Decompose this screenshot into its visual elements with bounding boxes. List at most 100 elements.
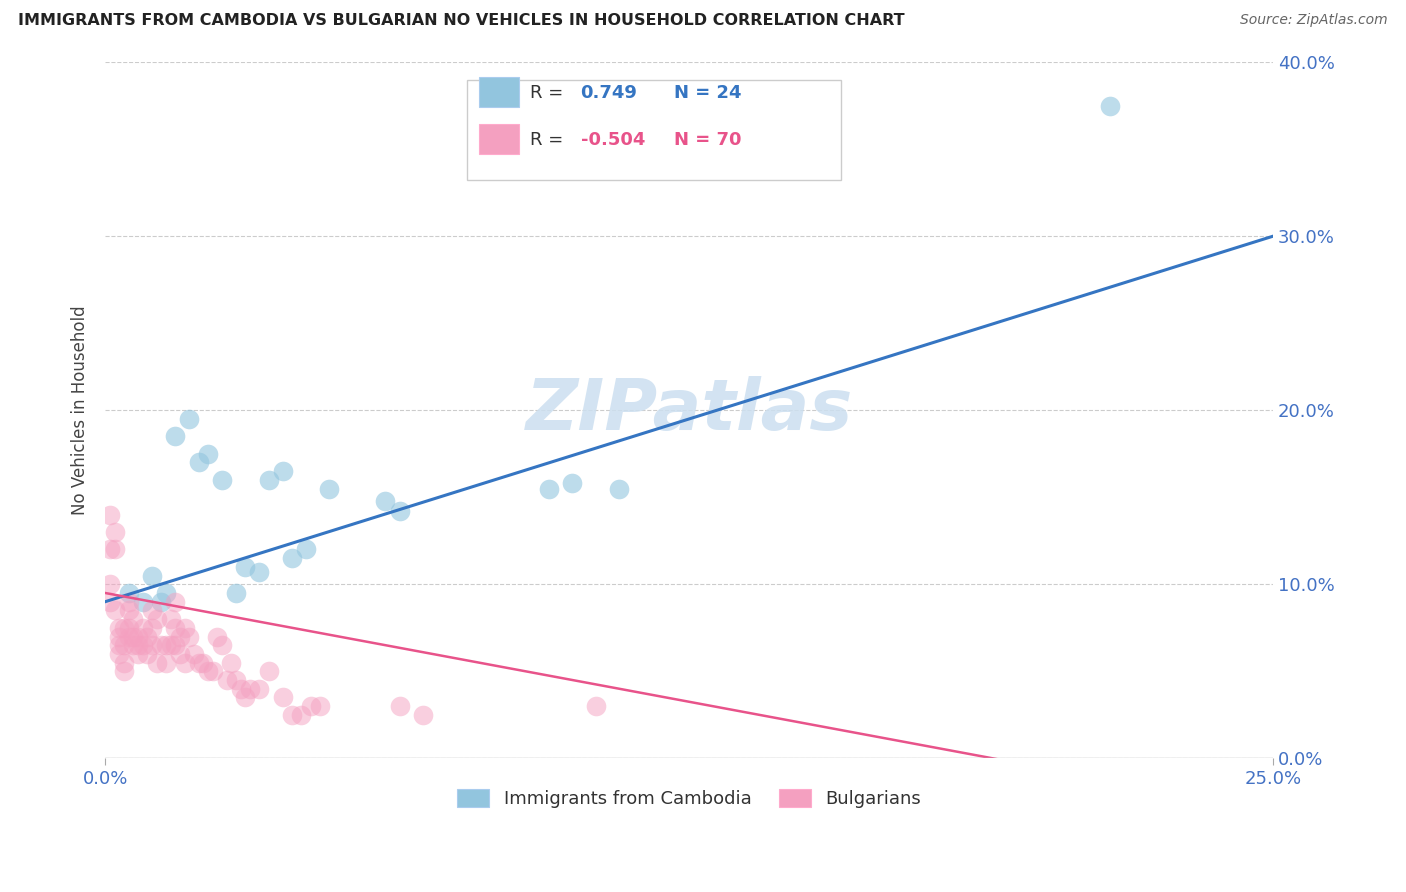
Point [165, 595, 187, 609]
Point [136, 630, 159, 644]
Point [201, 665, 224, 679]
Point [131, 638, 153, 652]
Point [215, 673, 238, 687]
Point [136, 647, 159, 661]
Point [108, 621, 131, 635]
Point [187, 656, 209, 670]
Point [235, 560, 257, 574]
Text: R =: R = [530, 85, 569, 103]
Point [247, 681, 270, 696]
Point [193, 656, 215, 670]
Point [229, 681, 252, 696]
Point [131, 595, 153, 609]
Legend: Immigrants from Cambodia, Bulgarians: Immigrants from Cambodia, Bulgarians [450, 781, 928, 815]
Point [183, 647, 205, 661]
Point [103, 524, 125, 539]
Point [122, 612, 145, 626]
Point [131, 621, 153, 635]
Point [103, 542, 125, 557]
Text: R =: R = [530, 131, 569, 149]
Point [112, 638, 135, 652]
Point [281, 707, 304, 722]
Point [141, 603, 163, 617]
Point [318, 482, 340, 496]
Point [150, 638, 173, 652]
Text: -0.504: -0.504 [581, 131, 645, 149]
Point [165, 638, 187, 652]
Point [141, 621, 163, 635]
Text: 0.749: 0.749 [581, 85, 637, 103]
Point [211, 638, 233, 652]
Point [112, 665, 135, 679]
Point [159, 612, 181, 626]
Point [309, 699, 332, 714]
Point [127, 630, 149, 644]
Text: ZIPatlas: ZIPatlas [526, 376, 853, 445]
Point [122, 638, 145, 652]
Point [155, 586, 177, 600]
Point [169, 630, 191, 644]
Point [221, 656, 243, 670]
Point [98, 577, 121, 591]
Point [169, 647, 191, 661]
Point [257, 665, 280, 679]
Point [179, 412, 201, 426]
Point [197, 665, 219, 679]
Text: Source: ZipAtlas.com: Source: ZipAtlas.com [1240, 13, 1388, 28]
Point [585, 699, 607, 714]
Point [1098, 98, 1121, 112]
Point [225, 673, 247, 687]
FancyBboxPatch shape [479, 78, 519, 107]
Point [103, 603, 125, 617]
Point [117, 586, 139, 600]
FancyBboxPatch shape [479, 124, 519, 154]
Point [145, 612, 167, 626]
Point [117, 603, 139, 617]
Point [117, 595, 139, 609]
Y-axis label: No Vehicles in Household: No Vehicles in Household [72, 305, 89, 515]
Point [197, 447, 219, 461]
Point [374, 493, 396, 508]
Point [108, 647, 131, 661]
Text: IMMIGRANTS FROM CAMBODIA VS BULGARIAN NO VEHICLES IN HOUSEHOLD CORRELATION CHART: IMMIGRANTS FROM CAMBODIA VS BULGARIAN NO… [18, 13, 905, 29]
Point [155, 656, 177, 670]
Point [117, 621, 139, 635]
Point [239, 681, 262, 696]
Point [122, 630, 145, 644]
Text: N = 24: N = 24 [673, 85, 741, 103]
Point [98, 508, 121, 522]
Point [607, 482, 630, 496]
Point [290, 707, 312, 722]
FancyBboxPatch shape [467, 79, 841, 180]
Point [141, 568, 163, 582]
Point [281, 551, 304, 566]
Point [388, 504, 411, 518]
Point [187, 455, 209, 469]
Text: N = 70: N = 70 [673, 131, 741, 149]
Point [173, 656, 195, 670]
Point [271, 690, 294, 705]
Point [225, 586, 247, 600]
Point [247, 565, 270, 579]
Point [537, 482, 560, 496]
Point [179, 630, 201, 644]
Point [108, 638, 131, 652]
Point [155, 638, 177, 652]
Point [295, 542, 318, 557]
Point [127, 638, 149, 652]
Point [561, 476, 583, 491]
Point [112, 621, 135, 635]
Point [299, 699, 322, 714]
Point [271, 464, 294, 478]
Point [159, 638, 181, 652]
Point [388, 699, 411, 714]
Point [173, 621, 195, 635]
Point [412, 707, 434, 722]
Point [112, 656, 135, 670]
Point [98, 595, 121, 609]
Point [165, 429, 187, 443]
Point [257, 473, 280, 487]
Point [150, 595, 173, 609]
Point [117, 630, 139, 644]
Point [235, 690, 257, 705]
